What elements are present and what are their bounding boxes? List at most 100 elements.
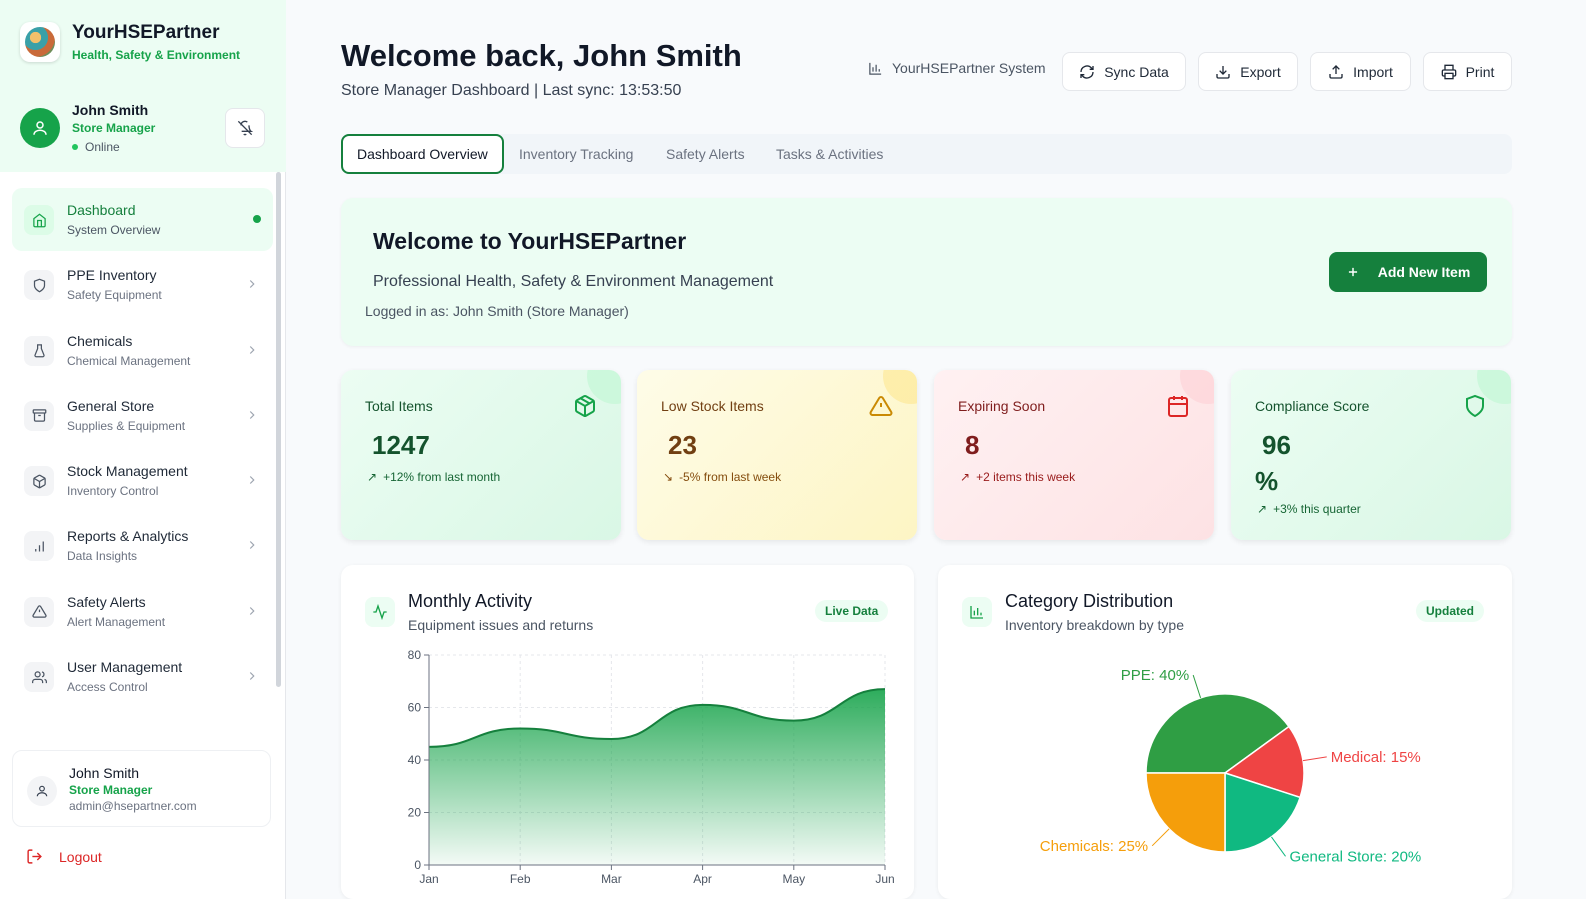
sync-data-button[interactable]: Sync Data [1062,52,1186,91]
live-data-badge: Live Data [815,600,889,622]
box-icon [573,394,597,423]
plus-icon [1348,267,1357,277]
user-icon [27,776,57,806]
chevron-right-icon [249,606,255,615]
sidebar-item-ppe-inventory[interactable]: PPE Inventory Safety Equipment [12,253,273,316]
stat-card-compliance-score: Compliance Score 96 % ↗ +3% this quarter [1231,370,1511,540]
sidebar-item-label: Reports & Analytics [67,528,189,545]
tab-safety-alerts[interactable]: Safety Alerts [666,146,745,162]
panel-subtitle: Equipment issues and returns [408,617,594,633]
sidebar-item-label: General Store [67,397,155,414]
sidebar-item-safety-alerts[interactable]: Safety Alerts Alert Management [12,580,273,643]
pie-leader-line [1192,674,1202,699]
pie-slice-ppe [1145,693,1290,774]
tab-tasks-activities[interactable]: Tasks & Activities [776,146,884,162]
x-tick-label: Mar [601,872,622,886]
pie-slice-medical [1223,725,1305,799]
pie-slice-general-store [1224,771,1302,853]
sidebar-item-reports-analytics[interactable]: Reports & Analytics Data Insights [12,514,273,577]
tab-dashboard-overview[interactable]: Dashboard Overview [341,134,504,174]
user-avatar-icon [20,108,60,148]
pie-slice-chemicals [1145,772,1226,853]
stat-title: Expiring Soon [958,398,1046,414]
download-icon [1216,65,1230,79]
sidebar-item-stock-management[interactable]: Stock Management Inventory Control [12,449,273,512]
export-button[interactable]: Export [1198,52,1298,91]
sidebar-item-label: Stock Management [67,463,188,480]
sidebar: YourHSEPartner Health, Safety & Environm… [0,0,286,899]
x-tick-label: Jun [875,872,894,886]
sidebar-item-dashboard[interactable]: Dashboard System Overview [12,188,273,251]
add-new-item-button[interactable]: Add New Item [1329,252,1487,292]
sidebar-item-description: Supplies & Equipment [67,418,186,433]
home-icon [24,205,54,235]
monthly-activity-chart: 0 20 40 60 80 Jan Feb Mar Apr May Jun [408,648,895,886]
sidebar-item-description: Alert Management [67,614,166,629]
brand-subtitle: Health, Safety & Environment [72,48,241,62]
y-tick-label: 60 [408,701,422,715]
logout-label: Logout [59,848,102,865]
pie-label-medical: Medical: 15% [1331,749,1421,766]
arrow-up-right-icon: ↗ [367,470,378,484]
y-tick-label: 40 [408,753,422,767]
panel-subtitle: Inventory breakdown by type [1005,617,1184,633]
y-tick-label: 20 [408,806,422,820]
tab-bar: Dashboard Overview Inventory Tracking Sa… [341,134,1512,174]
sidebar-item-chemicals[interactable]: Chemicals Chemical Management [12,319,273,382]
welcome-banner: Welcome to YourHSEPartner Professional H… [341,198,1512,346]
pie-leader-line [1302,756,1327,762]
user-card: John Smith Store Manager Online [0,84,286,172]
pie-label-ppe: PPE: 40% [1121,667,1189,684]
sidebar-item-description: System Overview [67,223,161,237]
chevron-right-icon [249,410,255,419]
arrow-up-right-icon: ↗ [1257,502,1268,516]
pie-leader-line [1271,836,1286,857]
bar-chart-icon [869,62,882,75]
sidebar-item-user-management[interactable]: User Management Access Control [12,645,273,708]
footer-user-role: Store Manager [69,783,153,797]
stat-trend: ↗ +2 items this week [960,470,1076,484]
chevron-right-icon [249,345,255,354]
y-tick-label: 80 [408,648,422,662]
import-button[interactable]: Import [1310,52,1411,91]
user-name: John Smith [72,102,149,118]
arrow-up-right-icon: ↗ [960,470,971,484]
sidebar-item-description: Chemical Management [67,353,191,368]
pie-label-chemicals: Chemicals: 25% [1040,838,1148,855]
sidebar-item-label: PPE Inventory [67,267,157,284]
stat-title: Total Items [365,398,433,414]
package-icon [24,466,54,497]
welcome-title: Welcome to YourHSEPartner [373,228,687,254]
x-tick-label: Feb [510,872,531,886]
x-tick-label: Jan [419,872,438,886]
brand-name: YourHSEPartner [72,22,220,43]
sidebar-scrollbar[interactable] [276,172,281,687]
tab-inventory-tracking[interactable]: Inventory Tracking [519,146,634,162]
print-button[interactable]: Print [1423,52,1512,91]
sidebar-nav: Dashboard System Overview PPE Inventory Saf… [12,188,273,710]
bell-off-icon [237,120,253,136]
logout-button[interactable]: Logout [26,848,102,865]
category-distribution-panel: Category Distribution Inventory breakdow… [938,565,1512,899]
footer-user-card: John Smith Store Manager admin@hsepartne… [12,750,271,827]
page-subtitle: Store Manager Dashboard | Last sync: 13:… [341,82,682,99]
updated-badge: Updated [1416,600,1484,622]
chevron-right-icon [249,672,255,680]
sidebar-item-description: Access Control [67,680,148,695]
panel-title: Monthly Activity [408,591,533,611]
sidebar-item-label: Safety Alerts [67,593,146,610]
active-indicator-icon [253,215,261,223]
notifications-off-button[interactable] [225,108,265,148]
printer-icon [1441,64,1456,79]
stat-title: Compliance Score [1255,398,1370,414]
footer-user-name: John Smith [69,765,140,781]
calendar-icon [1166,394,1190,423]
stat-card-expiring-soon: Expiring Soon 8 ↗ +2 items this week [934,370,1214,540]
brand-header: YourHSEPartner Health, Safety & Environm… [0,0,286,84]
stat-value: 1247 [372,430,430,460]
flask-icon [24,335,54,366]
sidebar-item-general-store[interactable]: General Store Supplies & Equipment [12,384,273,447]
archive-icon [24,400,54,431]
shield-icon [1463,394,1487,423]
online-dot-icon [72,144,78,150]
